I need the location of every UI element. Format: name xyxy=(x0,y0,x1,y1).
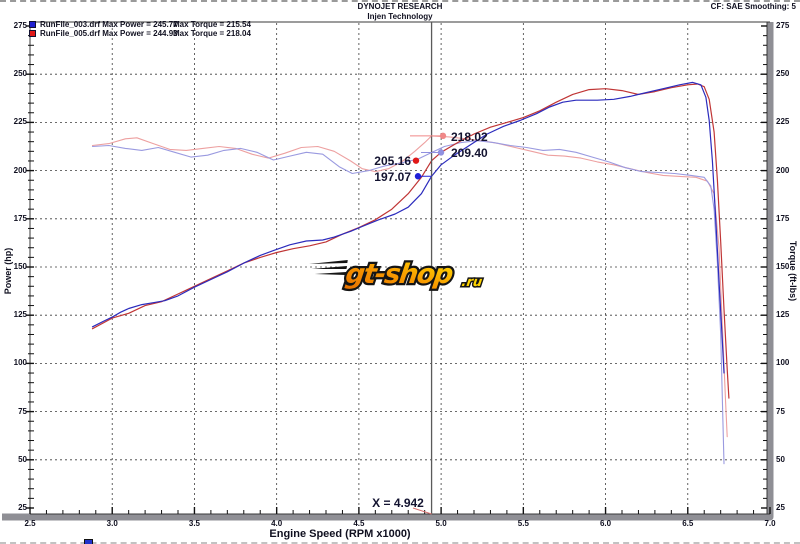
right-axis-title: Torque (ft-lbs) xyxy=(788,240,798,302)
left-tick-label-150: 150 xyxy=(13,262,27,271)
curve-runfile_005-torque xyxy=(91,135,728,438)
left-tick-label-50: 50 xyxy=(18,454,27,464)
curve-runfile_003-torque xyxy=(91,140,725,465)
curve-runfile_005-power xyxy=(91,83,730,399)
right-tick-label-100: 100 xyxy=(776,358,790,368)
report-title: DYNOJET RESEARCH xyxy=(357,2,443,11)
left-axis-title: Power (hp) xyxy=(3,247,13,295)
run005-color-swatch xyxy=(29,30,36,37)
correction-smoothing-readout: CF: SAE Smoothing: 5 xyxy=(710,2,796,11)
left-tick-label-200: 200 xyxy=(13,165,27,175)
cursor-value-power-run005: 205.16 xyxy=(374,154,411,168)
run005-maxtorque: Max Torque = 218.04 xyxy=(173,29,251,38)
left-tick-label-125: 125 xyxy=(13,310,27,320)
right-tick-label-250: 250 xyxy=(776,69,790,79)
x-tick-label-4.0: 4.0 xyxy=(271,519,283,528)
cursor-label-leader xyxy=(412,507,432,515)
right-tick-label-125: 125 xyxy=(776,310,790,320)
x-tick-label-3.0: 3.0 xyxy=(106,519,118,528)
cursor-value-power-run003: 197.07 xyxy=(374,170,411,184)
cursor-x-readout: X = 4.942 xyxy=(372,496,424,510)
cropped-legend-swatch xyxy=(84,539,93,544)
cursor-value-torque-run003: 209.40 xyxy=(451,146,488,160)
left-tick-label-250: 250 xyxy=(13,69,27,79)
left-tick-label-100: 100 xyxy=(13,358,27,368)
right-tick-label-25: 25 xyxy=(776,503,785,512)
right-tick-label-200: 200 xyxy=(776,165,790,175)
right-tick-label-275: 275 xyxy=(776,21,790,30)
speed-line-icon xyxy=(309,260,348,264)
x-tick-label-5.5: 5.5 xyxy=(517,519,529,528)
gt-shop-watermark: gt-shop .ru xyxy=(309,257,485,292)
watermark-group: gt-shop .ru xyxy=(309,257,485,292)
speed-line-icon xyxy=(314,272,347,275)
run003-color-swatch xyxy=(29,21,36,28)
left-tick-label-225: 225 xyxy=(13,117,27,127)
curve-runfile_003-power xyxy=(91,81,725,374)
frame-thick-border xyxy=(2,22,774,521)
x-tick-label-3.5: 3.5 xyxy=(188,519,200,528)
x-tick-label-2.5: 2.5 xyxy=(24,519,36,528)
run003-maxtorque: Max Torque = 215.54 xyxy=(173,20,251,29)
callout-dot-0[interactable] xyxy=(439,132,447,140)
cursor-value-torque-run005: 218.02 xyxy=(451,130,488,144)
bottom-crop-divider xyxy=(0,542,800,544)
report-subtitle: Injen Technology xyxy=(367,12,433,21)
top-crop-divider xyxy=(0,0,800,2)
left-tick-label-175: 175 xyxy=(13,213,27,223)
callout-dot-2[interactable] xyxy=(412,157,420,164)
right-tick-label-225: 225 xyxy=(776,117,790,127)
x-tick-label-6.0: 6.0 xyxy=(599,519,612,528)
left-tick-label-275: 275 xyxy=(13,21,27,30)
left-tick-label-75: 75 xyxy=(18,406,27,416)
x-axis-title: Engine Speed (RPM x1000) xyxy=(269,528,411,540)
watermark-text: gt-shop xyxy=(344,259,455,290)
watermark-suffix: .ru xyxy=(461,275,484,290)
x-tick-label-5.0: 5.0 xyxy=(435,519,447,528)
left-tick-label-25: 25 xyxy=(18,503,27,512)
x-tick-label-6.5: 6.5 xyxy=(682,519,694,528)
run003-file-maxpower: RunFile_003.drf Max Power = 245.77 xyxy=(40,20,178,29)
x-tick-label-7.0: 7.0 xyxy=(764,519,776,528)
callout-dot-3[interactable] xyxy=(414,173,422,180)
right-tick-label-75: 75 xyxy=(776,406,785,416)
right-tick-label-175: 175 xyxy=(776,213,790,223)
x-tick-label-4.5: 4.5 xyxy=(353,519,365,528)
callout-dot-1[interactable] xyxy=(437,149,445,156)
run005-file-maxpower: RunFile_005.drf Max Power = 244.93 xyxy=(40,29,178,38)
right-tick-label-150: 150 xyxy=(776,262,790,271)
speed-line-icon xyxy=(311,266,347,269)
right-tick-label-50: 50 xyxy=(776,454,785,464)
